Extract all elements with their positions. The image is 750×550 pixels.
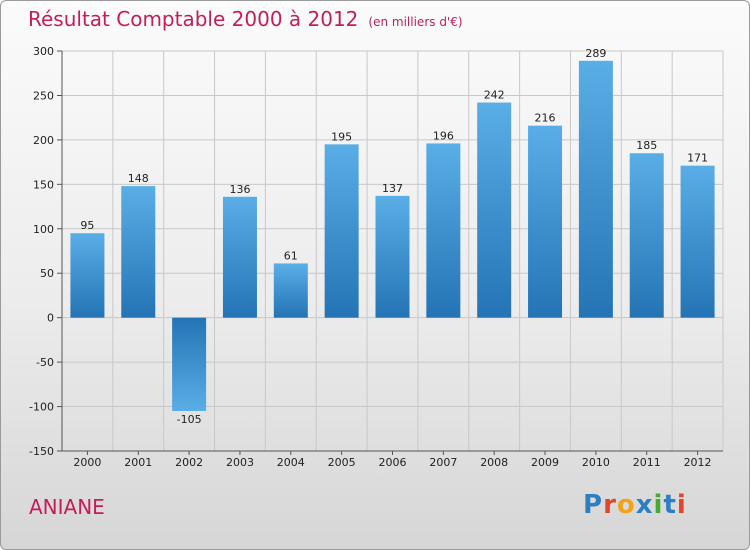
axes: 300 250 200 150 100 50 0 -50 -100 -150 2000 2001 200…: [29, 45, 723, 469]
y-tick-label: 100: [33, 223, 54, 236]
data-label-2010: 289: [585, 47, 606, 60]
data-label-2002: -105: [177, 413, 202, 426]
x-tick-label-2000: 2000: [73, 456, 101, 469]
x-tick-label-2006: 2006: [379, 456, 407, 469]
bar-2003: [222, 196, 257, 318]
x-tick-label-2008: 2008: [480, 456, 508, 469]
logo-letter: i: [676, 490, 687, 520]
y-tick-label: -50: [36, 356, 54, 369]
x-tick-label-2010: 2010: [582, 456, 610, 469]
bar-2011: [629, 153, 664, 318]
x-tick-label-2011: 2011: [633, 456, 661, 469]
logo-letter: o: [616, 490, 636, 520]
logo-letter: P: [583, 490, 604, 520]
chart-title-unit: (en milliers d'€): [368, 15, 463, 29]
y-tick-label: 50: [40, 267, 54, 280]
x-tick-label-2003: 2003: [226, 456, 254, 469]
bar-2006: [375, 195, 410, 318]
y-tick-label: -150: [29, 445, 54, 458]
bar-2004: [273, 263, 308, 318]
data-label-2007: 196: [433, 129, 454, 142]
bar-2001: [121, 186, 156, 318]
data-label-2001: 148: [128, 172, 149, 185]
bar-2000: [70, 233, 105, 318]
y-tick-label: 0: [47, 312, 54, 325]
chart-title: Résultat Comptable 2000 à 2012 (en millie…: [28, 7, 463, 31]
x-tick-label-2005: 2005: [328, 456, 356, 469]
bar-2007: [426, 143, 461, 318]
data-label-2000: 95: [80, 219, 94, 232]
data-label-2005: 195: [331, 130, 352, 143]
commune-name: ANIANE: [29, 495, 105, 519]
y-tick-label: 150: [33, 178, 54, 191]
bar-2005: [324, 144, 359, 318]
bar-2010: [578, 60, 613, 318]
data-label-2004: 61: [284, 249, 298, 262]
x-tick-label-2002: 2002: [175, 456, 203, 469]
y-tick-label: 250: [33, 89, 54, 102]
bar-2008: [477, 102, 512, 318]
data-label-2009: 216: [535, 112, 556, 125]
logo-letter: x: [635, 490, 654, 520]
data-label-2008: 242: [484, 89, 505, 102]
x-tick-label-2007: 2007: [429, 456, 457, 469]
data-label-2011: 185: [636, 139, 657, 152]
x-tick-label-2001: 2001: [124, 456, 152, 469]
data-label-2012: 171: [687, 152, 708, 165]
data-label-2003: 136: [229, 183, 250, 196]
labels: 95 148 -105 136 61 195 137 196 242 216 289 185 171: [80, 47, 708, 426]
bar-2012: [680, 165, 715, 318]
proxiti-logo[interactable]: Proxiti: [583, 490, 687, 520]
logo-letter: i: [653, 490, 664, 520]
y-tick-label: 200: [33, 134, 54, 147]
x-tick-label-2004: 2004: [277, 456, 305, 469]
y-tick-label: -100: [29, 401, 54, 414]
bars: [70, 60, 715, 411]
logo-letter: t: [663, 490, 677, 520]
y-tick-label: 300: [33, 45, 54, 58]
x-tick-label-2012: 2012: [684, 456, 712, 469]
x-tick-label-2009: 2009: [531, 456, 559, 469]
logo-letter: r: [603, 490, 617, 520]
chart-title-main: Résultat Comptable 2000 à 2012: [28, 7, 359, 31]
bar-2002: [172, 317, 207, 411]
data-label-2006: 137: [382, 182, 403, 195]
bar-2009: [528, 125, 563, 318]
